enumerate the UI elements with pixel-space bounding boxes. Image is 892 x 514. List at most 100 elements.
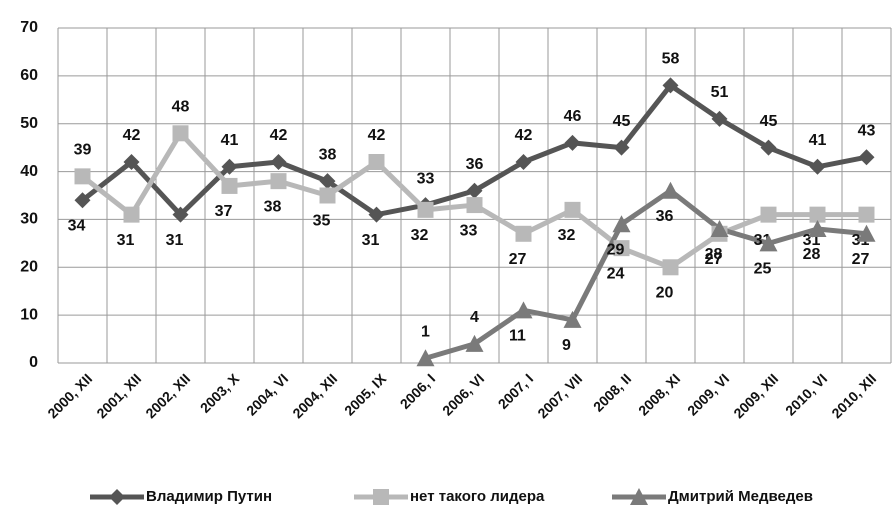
data-label: 38 [264,198,282,215]
data-label: 9 [562,337,571,354]
series-line [424,188,867,361]
marker [857,224,876,242]
data-label: 34 [68,218,86,235]
marker [564,134,581,151]
marker [711,110,728,127]
x-tick-label: 2006, I [397,370,439,412]
data-label: 32 [411,227,429,244]
data-label: 42 [515,127,533,144]
y-tick-label: 10 [20,306,38,323]
legend-label: Дмитрий Медведев [668,488,813,505]
marker [221,158,238,175]
marker [759,234,778,252]
marker [710,220,729,237]
marker [319,173,336,190]
marker [74,168,91,185]
x-tick-label: 2008, II [590,370,634,414]
x-tick-label: 2004, VI [243,370,291,418]
data-label: 24 [607,265,625,282]
data-label: 41 [809,132,827,149]
marker [613,240,630,257]
y-tick-label: 30 [20,211,38,228]
data-label: 25 [754,261,772,278]
marker [466,182,483,199]
data-label: 45 [613,113,631,130]
marker [612,215,631,233]
legend-label: нет такого лидера [410,488,545,505]
data-label: 31 [117,232,135,249]
x-tick-label: 2008, XI [635,370,683,418]
marker [809,206,826,223]
data-label: 43 [858,122,876,139]
x-tick-label: 2007, VII [534,370,585,421]
data-label: 29 [607,241,625,258]
x-tick-label: 2000, XII [44,370,95,421]
x-tick-label: 2002, XII [142,370,193,421]
marker [809,158,826,175]
x-tick-label: 2003, X [197,370,243,416]
marker [466,197,483,214]
data-label: 42 [368,127,386,144]
marker [662,77,679,94]
marker [368,154,385,170]
data-label: 31 [362,232,380,249]
data-label: 38 [319,146,337,163]
x-tick-label: 2004, XII [289,370,340,421]
y-tick-label: 20 [20,259,38,276]
data-label: 20 [656,285,674,302]
data-label: 27 [705,251,723,268]
legend-label: Владимир Путин [146,488,272,505]
x-tick-label: 2005, IX [341,370,390,419]
y-tick-label: 60 [20,67,38,84]
marker [465,334,484,352]
x-tick-label: 2009, VI [684,370,732,418]
marker [123,206,140,223]
data-label: 42 [123,127,141,144]
data-label: 1 [421,323,430,340]
marker [172,125,189,142]
marker [373,489,389,505]
data-label: 33 [417,170,435,187]
marker [515,154,532,170]
marker [514,301,533,319]
data-label: 51 [711,84,729,101]
data-label: 11 [509,328,526,345]
data-label: 33 [460,222,478,239]
x-tick-label: 2007, I [495,370,537,412]
marker [74,192,91,209]
marker [661,181,680,199]
marker [515,225,532,242]
marker [270,173,287,190]
data-label: 41 [221,132,239,149]
marker [172,206,189,223]
data-label: 32 [558,227,576,244]
y-tick-label: 40 [20,163,38,180]
y-tick-label: 0 [29,354,38,371]
marker [270,154,287,170]
marker [630,488,648,505]
data-label: 39 [74,142,92,159]
marker [319,187,336,204]
marker [760,139,777,156]
marker [564,201,581,218]
x-tick-label: 2010, XII [828,370,879,421]
marker [221,177,238,194]
x-tick-label: 2009, XII [730,370,781,421]
marker [760,206,777,223]
marker [416,349,435,367]
x-tick-label: 2001, XII [93,370,144,421]
data-label: 36 [466,156,484,173]
marker [858,149,875,166]
marker [613,139,630,156]
y-tick-label: 50 [20,115,38,132]
data-label: 28 [705,246,723,263]
data-label: 27 [509,251,527,268]
marker [858,206,875,223]
data-label: 27 [852,251,870,268]
data-label: 4 [470,309,479,326]
marker [662,259,679,276]
y-tick-label: 70 [20,19,38,36]
marker [368,206,385,223]
marker [563,310,582,328]
